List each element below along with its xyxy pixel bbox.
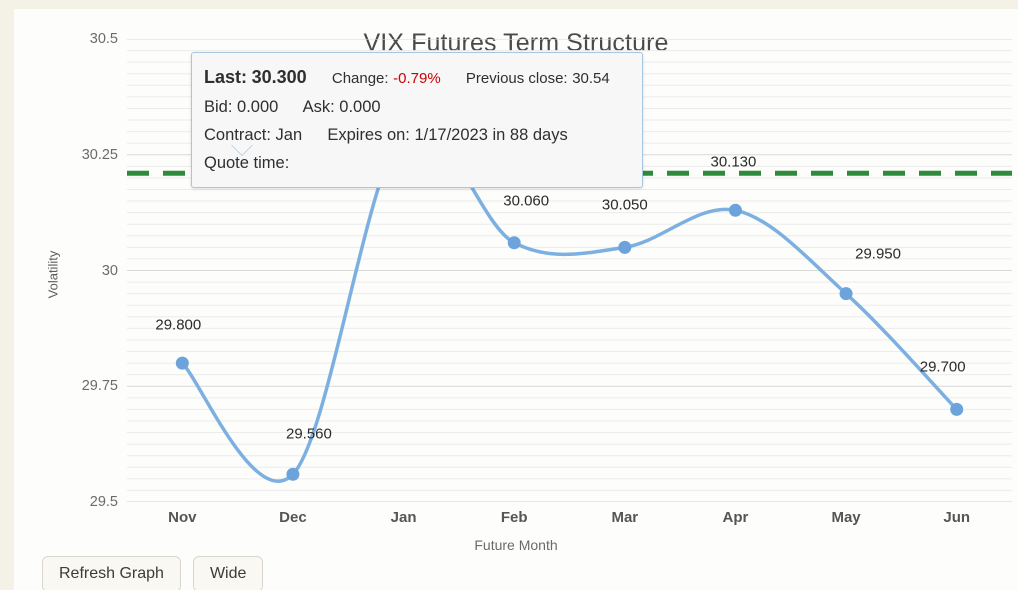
refresh-graph-button[interactable]: Refresh Graph (42, 556, 181, 590)
data-point-label: 29.950 (855, 245, 902, 263)
x-axis-tick-label: Dec (279, 509, 307, 526)
tooltip-contract-value: Jan (275, 126, 303, 144)
y-axis-tick-labels: 29.5 29.75 30 30.25 30.5 (34, 31, 118, 510)
x-axis-tick-label: Feb (500, 509, 528, 526)
x-axis-tick-label: Jun (943, 509, 971, 526)
tooltip-quote-time-label: Quote time: (204, 154, 290, 172)
data-point-marker[interactable] (618, 240, 632, 254)
tooltip-change-value: -0.79% (393, 70, 441, 87)
tooltip-row-last: Last: 30.300 Change: -0.79% Previous clo… (204, 63, 630, 93)
x-axis-tick-label: May (831, 509, 861, 526)
chart-controls: Refresh Graph Wide (42, 556, 264, 590)
data-point-label: 29.800 (155, 316, 202, 334)
tooltip-change-label: Change: (331, 70, 389, 87)
x-axis-tick-label: Jan (390, 509, 417, 526)
tooltip-bid-value: 0.000 (237, 98, 279, 116)
tooltip-prev-close-label: Previous close: (465, 70, 568, 87)
y-axis-tick-label: 29.5 (89, 494, 118, 510)
data-point-marker[interactable] (175, 356, 189, 370)
y-axis-tick-label: 30.5 (89, 31, 118, 47)
tooltip-expires-label: Expires on: (327, 126, 410, 144)
x-axis-tick-label: Apr (722, 509, 749, 526)
y-axis-tick-label: 30.25 (81, 146, 118, 163)
tooltip-last-label: Last: (204, 67, 248, 87)
chart-panel: VIX Futures Term Structure Source: CBOE … (14, 9, 1018, 590)
tooltip-row-bid-ask: Bid: 0.000 Ask: 0.000 (204, 93, 630, 121)
data-point-label: 30.060 (503, 192, 550, 210)
x-axis-tick-labels: Nov Dec Jan Feb Mar Apr May Jun (127, 509, 1012, 535)
data-point-marker[interactable] (839, 287, 853, 301)
y-axis-tick-label: 29.75 (81, 378, 118, 395)
tooltip-row-quote-time: Quote time: (204, 149, 630, 177)
x-axis-tick-label: Nov (168, 509, 197, 526)
y-axis-tick-label: 30 (101, 262, 118, 279)
tooltip-row-contract: Contract: Jan Expires on: 1/17/2023 in 8… (204, 121, 630, 149)
tooltip-arrow (231, 144, 253, 155)
data-point-marker[interactable] (286, 467, 300, 481)
data-point-marker[interactable] (950, 402, 964, 416)
tooltip-ask-value: 0.000 (339, 98, 381, 116)
quote-tooltip: Last: 30.300 Change: -0.79% Previous clo… (191, 52, 643, 188)
tooltip-contract-label: Contract: (204, 126, 271, 144)
x-axis-title: Future Month (474, 537, 558, 553)
wide-button[interactable]: Wide (192, 556, 264, 590)
tooltip-last-value: 30.300 (251, 67, 307, 87)
data-point-label: 29.700 (919, 358, 966, 376)
data-point-marker[interactable] (507, 236, 521, 250)
data-point-label: 30.130 (710, 153, 757, 171)
x-axis-tick-label: Mar (611, 509, 639, 526)
tooltip-prev-close-value: 30.54 (572, 70, 610, 87)
data-point-label: 30.050 (601, 196, 648, 214)
data-point-label: 29.560 (285, 425, 332, 443)
data-point-marker[interactable] (728, 203, 742, 217)
tooltip-expires-value: 1/17/2023 in 88 days (414, 126, 568, 144)
tooltip-ask-label: Ask: (302, 98, 335, 116)
tooltip-bid-label: Bid: (204, 98, 233, 116)
